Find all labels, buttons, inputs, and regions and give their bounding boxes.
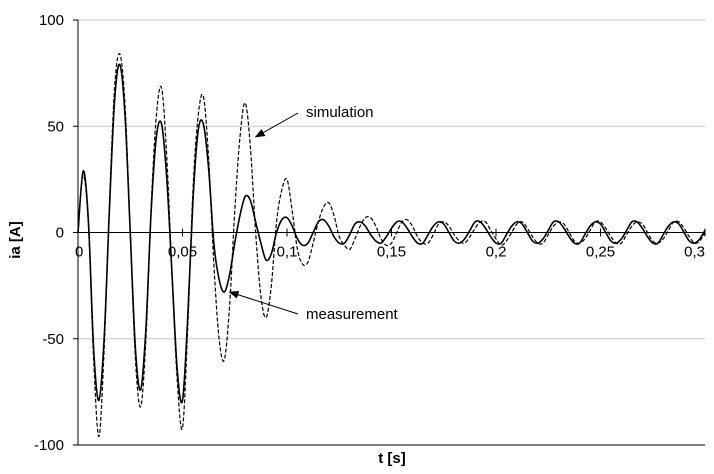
series-simulation: [77, 53, 706, 438]
x-tick-label: 0,25: [586, 244, 615, 261]
x-tick-label: 0,3: [684, 244, 705, 261]
y-axis-title: ia [A]: [7, 221, 24, 259]
x-tick-label: 0,15: [377, 244, 406, 261]
annotations: simulation measurement: [228, 104, 399, 323]
y-tick-label: 50: [47, 118, 64, 135]
annotation-arrow-measurement: [228, 290, 299, 315]
annotation-measurement: measurement: [306, 306, 399, 323]
series-group: [77, 53, 706, 438]
y-tick-label: 0: [56, 225, 64, 242]
annotation-simulation: simulation: [306, 104, 374, 121]
annotation-arrow-simulation: [254, 112, 299, 138]
x-axis-title: t [s]: [378, 450, 406, 467]
x-tick-label: 0,05: [168, 244, 197, 261]
y-tick-label: -100: [34, 437, 64, 454]
x-tick-label: 0: [75, 244, 83, 261]
y-tick-label: 100: [39, 12, 64, 29]
y-tick-label: -50: [42, 331, 64, 348]
x-tick-label: 0,1: [277, 244, 298, 261]
x-tick-label: 0,2: [486, 244, 507, 261]
